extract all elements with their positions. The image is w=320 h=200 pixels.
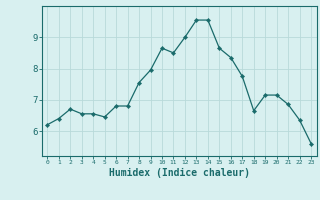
X-axis label: Humidex (Indice chaleur): Humidex (Indice chaleur) (109, 168, 250, 178)
